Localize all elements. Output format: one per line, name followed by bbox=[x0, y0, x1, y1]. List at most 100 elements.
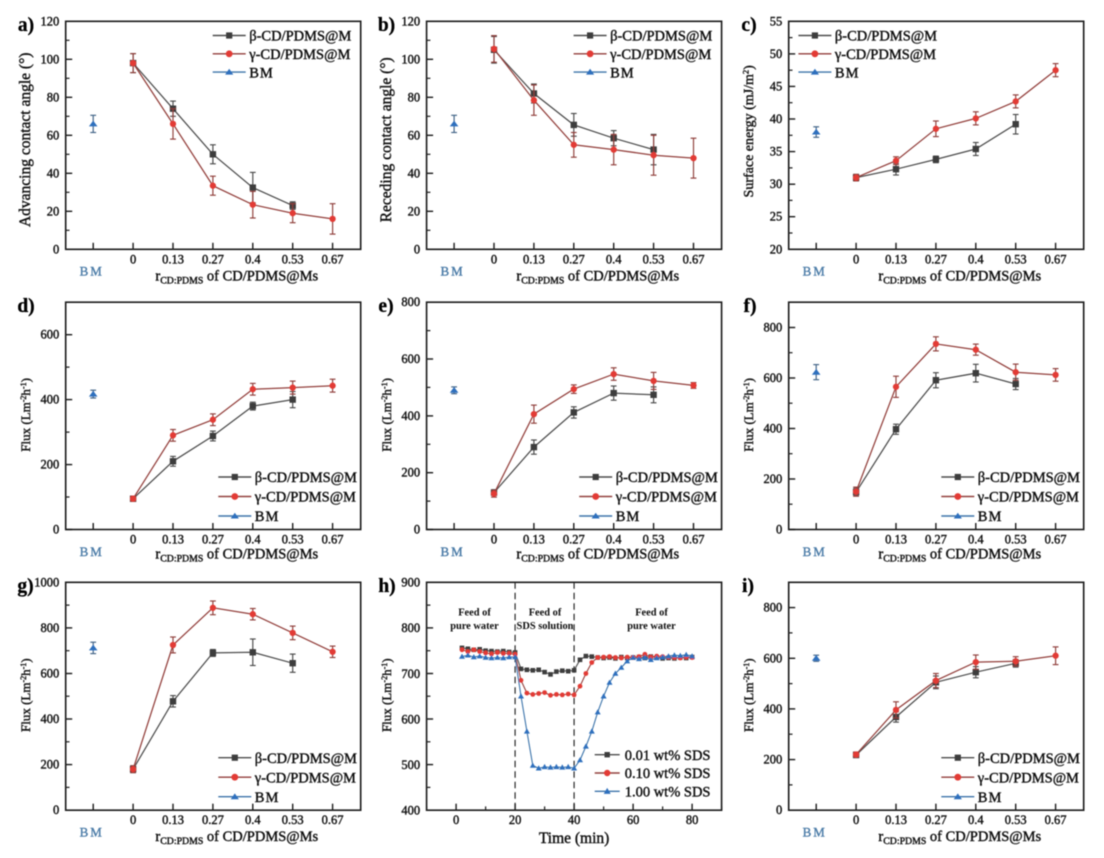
svg-text:0.53: 0.53 bbox=[1005, 253, 1027, 267]
svg-text:0.4: 0.4 bbox=[968, 253, 984, 267]
svg-text:200: 200 bbox=[40, 458, 59, 472]
svg-text:0.13: 0.13 bbox=[162, 533, 184, 547]
svg-text:BM: BM bbox=[803, 544, 826, 559]
svg-text:β-CD/PDMS@M: β-CD/PDMS@M bbox=[835, 29, 937, 45]
svg-text:0: 0 bbox=[414, 242, 420, 256]
svg-text:0: 0 bbox=[453, 813, 459, 827]
svg-text:40: 40 bbox=[408, 166, 421, 180]
svg-text:0.53: 0.53 bbox=[282, 253, 304, 267]
svg-text:0.67: 0.67 bbox=[683, 533, 705, 547]
svg-text:800: 800 bbox=[401, 295, 420, 309]
svg-text:Advancing contact angle (°): Advancing contact angle (°) bbox=[17, 53, 34, 227]
svg-text:rCD:PDMS of CD/PDMS@Ms: rCD:PDMS of CD/PDMS@Ms bbox=[878, 547, 1041, 565]
svg-text:h): h) bbox=[378, 576, 395, 597]
svg-text:BM: BM bbox=[978, 509, 1002, 525]
svg-text:BM: BM bbox=[80, 264, 103, 279]
svg-text:120: 120 bbox=[401, 14, 420, 28]
svg-text:30: 30 bbox=[770, 177, 783, 191]
svg-text:400: 400 bbox=[763, 422, 782, 436]
svg-text:g): g) bbox=[17, 576, 33, 597]
svg-text:0.27: 0.27 bbox=[925, 813, 947, 827]
svg-text:β-CD/PDMS@M: β-CD/PDMS@M bbox=[978, 751, 1080, 767]
svg-text:60: 60 bbox=[627, 813, 640, 827]
svg-text:0.4: 0.4 bbox=[245, 253, 261, 267]
svg-text:γ-CD/PDMS@M: γ-CD/PDMS@M bbox=[977, 490, 1079, 506]
svg-text:0.27: 0.27 bbox=[925, 253, 947, 267]
svg-text:600: 600 bbox=[401, 352, 420, 366]
svg-text:80: 80 bbox=[686, 813, 699, 827]
svg-text:0.4: 0.4 bbox=[606, 253, 622, 267]
svg-text:800: 800 bbox=[763, 321, 782, 335]
svg-text:β-CD/PDMS@M: β-CD/PDMS@M bbox=[616, 470, 718, 486]
svg-text:400: 400 bbox=[40, 393, 59, 407]
svg-text:200: 200 bbox=[763, 472, 782, 486]
svg-text:40: 40 bbox=[568, 813, 581, 827]
svg-text:600: 600 bbox=[763, 371, 782, 385]
svg-text:Flux (Lm-2h-1): Flux (Lm-2h-1) bbox=[18, 378, 33, 452]
svg-text:0.13: 0.13 bbox=[162, 813, 184, 827]
svg-text:600: 600 bbox=[40, 667, 59, 681]
svg-text:60: 60 bbox=[408, 128, 421, 142]
svg-text:Feed of: Feed of bbox=[529, 608, 562, 619]
svg-text:0.4: 0.4 bbox=[245, 533, 261, 547]
svg-text:BM: BM bbox=[80, 544, 103, 559]
svg-text:600: 600 bbox=[40, 328, 59, 342]
svg-text:0: 0 bbox=[53, 803, 59, 817]
svg-text:200: 200 bbox=[401, 466, 420, 480]
svg-text:SDS solution: SDS solution bbox=[517, 621, 574, 632]
svg-text:β-CD/PDMS@M: β-CD/PDMS@M bbox=[255, 470, 357, 486]
svg-text:Feed of: Feed of bbox=[458, 608, 491, 619]
svg-text:0.27: 0.27 bbox=[925, 533, 947, 547]
svg-text:0.10 wt% SDS: 0.10 wt% SDS bbox=[625, 766, 711, 782]
svg-text:β-CD/PDMS@M: β-CD/PDMS@M bbox=[610, 29, 712, 45]
svg-text:100: 100 bbox=[40, 52, 59, 66]
svg-text:γ-CD/PDMS@M: γ-CD/PDMS@M bbox=[254, 770, 356, 786]
svg-text:0.53: 0.53 bbox=[643, 253, 665, 267]
svg-text:80: 80 bbox=[408, 90, 421, 104]
svg-text:0: 0 bbox=[776, 803, 782, 817]
svg-text:0: 0 bbox=[491, 253, 497, 267]
svg-text:0.01 wt% SDS: 0.01 wt% SDS bbox=[625, 748, 711, 764]
svg-text:0.13: 0.13 bbox=[885, 253, 907, 267]
svg-text:900: 900 bbox=[401, 576, 420, 590]
svg-text:0.53: 0.53 bbox=[643, 533, 665, 547]
svg-text:0.53: 0.53 bbox=[1005, 533, 1027, 547]
svg-text:35: 35 bbox=[770, 145, 783, 159]
svg-text:600: 600 bbox=[401, 712, 420, 726]
svg-text:0.67: 0.67 bbox=[1045, 253, 1067, 267]
svg-text:800: 800 bbox=[40, 621, 59, 635]
svg-text:β-CD/PDMS@M: β-CD/PDMS@M bbox=[978, 470, 1080, 486]
svg-text:Flux (Lm-2h-1): Flux (Lm-2h-1) bbox=[741, 658, 756, 732]
svg-text:γ-CD/PDMS@M: γ-CD/PDMS@M bbox=[609, 47, 711, 63]
svg-text:0.67: 0.67 bbox=[322, 533, 344, 547]
svg-text:20: 20 bbox=[47, 204, 60, 218]
svg-text:400: 400 bbox=[763, 702, 782, 716]
svg-text:BM: BM bbox=[803, 264, 826, 279]
svg-text:f): f) bbox=[744, 296, 757, 317]
svg-text:γ-CD/PDMS@M: γ-CD/PDMS@M bbox=[977, 770, 1079, 786]
svg-text:pure water: pure water bbox=[627, 621, 676, 632]
svg-text:40: 40 bbox=[770, 112, 783, 126]
svg-text:β-CD/PDMS@M: β-CD/PDMS@M bbox=[249, 29, 351, 45]
svg-text:40: 40 bbox=[47, 166, 60, 180]
svg-text:Flux (Lm-2h-1): Flux (Lm-2h-1) bbox=[741, 378, 756, 452]
svg-text:pure water: pure water bbox=[450, 621, 499, 632]
svg-text:Flux (Lm-2h-1): Flux (Lm-2h-1) bbox=[379, 658, 394, 732]
svg-text:200: 200 bbox=[40, 758, 59, 772]
svg-text:BM: BM bbox=[440, 264, 463, 279]
svg-text:800: 800 bbox=[763, 601, 782, 615]
svg-text:20: 20 bbox=[408, 204, 421, 218]
svg-text:0: 0 bbox=[53, 242, 59, 256]
svg-text:BM: BM bbox=[440, 544, 463, 559]
svg-text:0.13: 0.13 bbox=[885, 533, 907, 547]
svg-text:800: 800 bbox=[401, 621, 420, 635]
svg-text:0.13: 0.13 bbox=[162, 253, 184, 267]
svg-text:BM: BM bbox=[835, 65, 859, 81]
svg-text:0.53: 0.53 bbox=[1005, 813, 1027, 827]
svg-text:e): e) bbox=[378, 296, 393, 317]
svg-text:BM: BM bbox=[803, 825, 826, 840]
svg-text:d): d) bbox=[17, 296, 34, 317]
svg-text:120: 120 bbox=[40, 14, 59, 28]
svg-text:0: 0 bbox=[853, 813, 859, 827]
svg-text:β-CD/PDMS@M: β-CD/PDMS@M bbox=[255, 751, 357, 767]
